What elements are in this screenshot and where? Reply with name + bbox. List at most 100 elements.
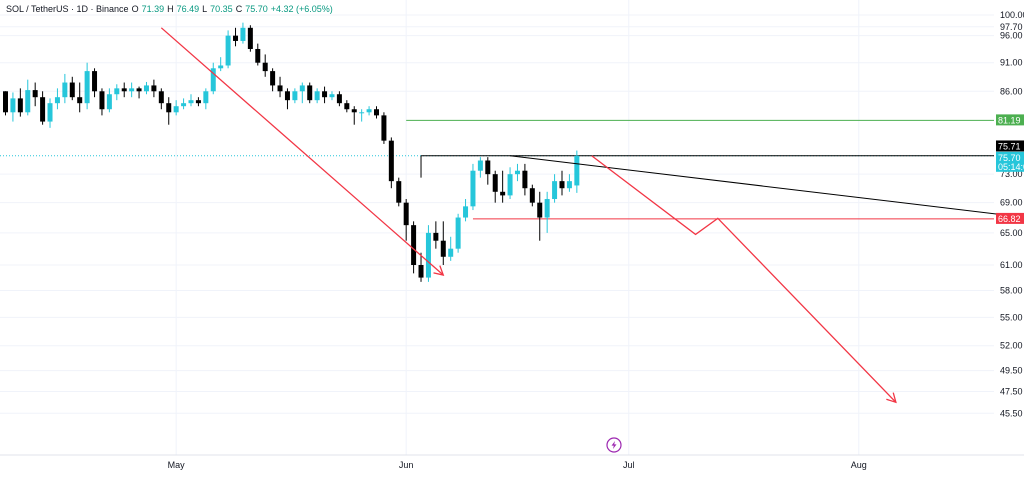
- candle: [299, 82, 305, 104]
- candle: [255, 43, 261, 66]
- high-label: H: [167, 4, 174, 14]
- candle: [114, 84, 120, 101]
- candle-body: [195, 100, 201, 104]
- candle: [233, 27, 239, 47]
- candle-body: [381, 115, 387, 141]
- level-tag-label: 81.19: [998, 115, 1021, 125]
- y-tick-label: 49.50: [1000, 366, 1023, 376]
- time-axis[interactable]: May Jun Jul Aug: [168, 460, 867, 470]
- low-value: 70.35: [210, 4, 233, 14]
- candle: [143, 81, 149, 95]
- candle-body: [574, 155, 580, 186]
- lightning-icon[interactable]: [606, 437, 622, 453]
- candle-body: [225, 35, 231, 66]
- x-tick-label: Jul: [623, 460, 635, 470]
- y-tick-label: 100.00: [1000, 10, 1024, 20]
- candle: [270, 68, 276, 92]
- candle-body: [425, 232, 431, 278]
- candle-body: [344, 103, 350, 110]
- y-tick-label: 73.00: [1000, 169, 1023, 179]
- candle-body: [440, 240, 446, 257]
- candle: [322, 86, 328, 104]
- candle-body: [359, 112, 365, 114]
- candle-body: [433, 232, 439, 241]
- candle-body: [492, 174, 498, 192]
- candle: [507, 167, 513, 200]
- candle: [374, 106, 379, 119]
- candle-body: [292, 91, 298, 101]
- candle-body: [47, 103, 53, 122]
- drawings-layer: [160, 27, 1024, 404]
- symbol-title[interactable]: SOL / TetherUS · 1D · Binance: [6, 4, 129, 14]
- candle-body: [40, 97, 46, 122]
- candle: [277, 76, 283, 98]
- candle-body: [477, 160, 483, 171]
- candle: [136, 86, 142, 99]
- x-tick-label: May: [168, 460, 186, 470]
- candle-body: [403, 202, 409, 226]
- candle: [381, 112, 387, 144]
- close-value: 75.70: [245, 4, 268, 14]
- candle-body: [218, 65, 224, 69]
- chart-grid: [0, 0, 1024, 456]
- arrow-head: [433, 265, 445, 276]
- candle-body: [411, 225, 417, 265]
- y-tick-label: 69.00: [1000, 198, 1023, 208]
- candle-body: [514, 170, 520, 175]
- candle-body: [25, 90, 31, 113]
- countdown-label: 05:14:04: [998, 162, 1024, 172]
- trend-line: [510, 155, 1024, 218]
- candle-body: [92, 71, 98, 92]
- candle-body: [559, 181, 565, 189]
- candle: [121, 82, 127, 98]
- level-tag-bg: [996, 212, 1024, 224]
- candle-body: [336, 94, 342, 104]
- candlestick-series: [3, 22, 580, 282]
- candle: [537, 191, 543, 241]
- candle-body: [396, 181, 402, 203]
- candle: [69, 76, 75, 101]
- candle: [3, 91, 8, 116]
- candle: [10, 92, 16, 122]
- y-tick-label: 58.00: [1000, 286, 1023, 296]
- candle-body: [84, 71, 90, 104]
- candle: [463, 199, 469, 222]
- candle-body: [329, 94, 335, 98]
- candle-body: [99, 91, 105, 110]
- candle-body: [470, 170, 476, 207]
- candle: [448, 236, 454, 261]
- candle: [366, 106, 372, 116]
- candle: [552, 174, 558, 203]
- candle-body: [351, 109, 357, 113]
- y-tick-label: 91.00: [1000, 58, 1023, 68]
- candle: [336, 91, 342, 107]
- level-tag-label: 66.82: [998, 214, 1021, 224]
- candle-body: [388, 140, 394, 182]
- open-label: O: [131, 4, 139, 14]
- candle: [403, 199, 409, 241]
- candle: [32, 82, 38, 107]
- candle: [188, 94, 194, 107]
- candle-body: [374, 109, 379, 116]
- symbol-legend: SOL / TetherUS · 1D · Binance O 71.39 H 76…: [6, 4, 333, 14]
- candle-body: [173, 106, 179, 113]
- arrow-head: [886, 392, 897, 404]
- candle: [210, 62, 216, 95]
- candle: [566, 174, 572, 192]
- candle: [151, 79, 157, 98]
- candle-body: [529, 188, 535, 203]
- candle-body: [262, 62, 268, 72]
- candle: [292, 88, 298, 104]
- candle: [433, 221, 439, 249]
- candle: [411, 221, 417, 274]
- candle-body: [255, 48, 261, 63]
- candle-body: [307, 85, 313, 101]
- candle: [344, 100, 350, 113]
- candle: [500, 170, 506, 203]
- candle: [470, 163, 476, 211]
- candle-body: [121, 88, 127, 92]
- candle-body: [418, 264, 424, 278]
